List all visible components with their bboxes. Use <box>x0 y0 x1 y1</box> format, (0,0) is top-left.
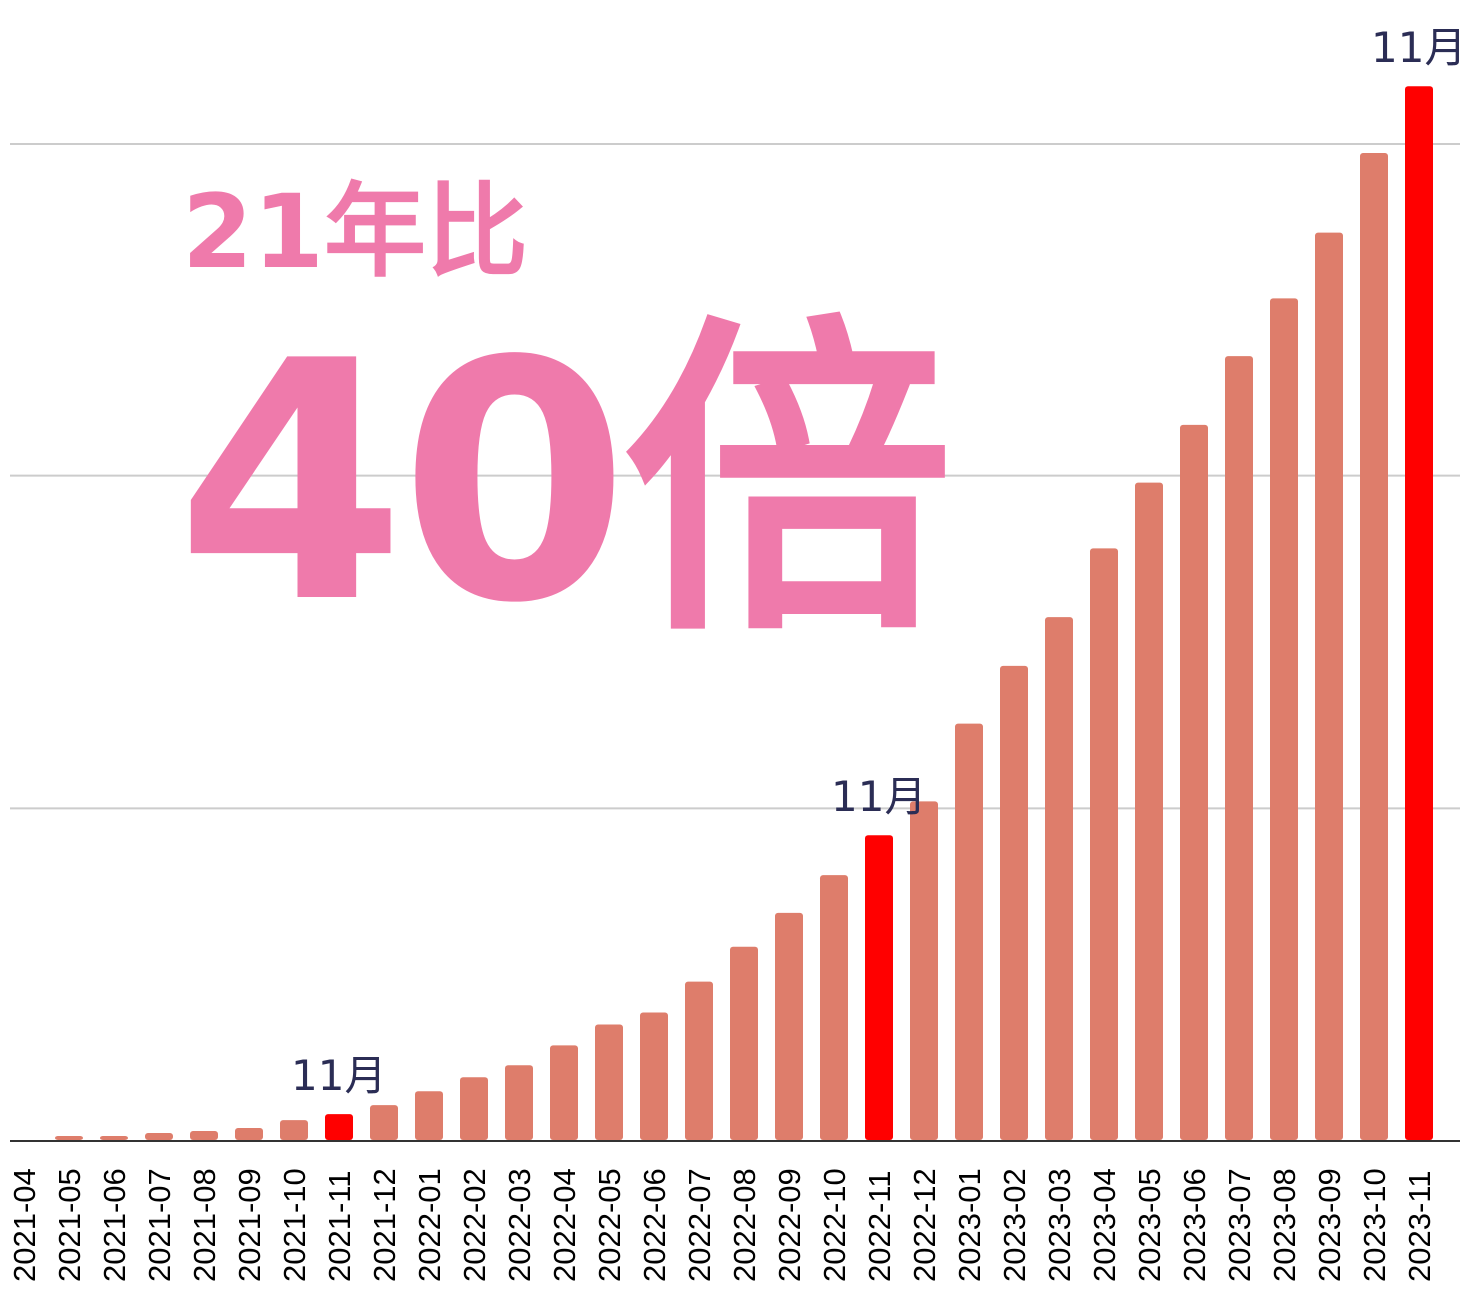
x-tick-label: 2021-10 <box>277 1168 312 1282</box>
x-tick-labels: 2021-04 2021-05 2021-06 2021-07 2021-08 2021-… <box>7 1168 1437 1282</box>
bar-2022-02 <box>460 1077 488 1140</box>
x-tick-label: 2022-01 <box>412 1168 447 1282</box>
bar-2022-09 <box>775 912 803 1140</box>
x-tick-label: 2022-09 <box>772 1168 807 1282</box>
bar-2021-08 <box>190 1131 218 1140</box>
x-tick-label: 2021-06 <box>97 1168 132 1282</box>
x-tick-label: 2022-06 <box>637 1168 672 1282</box>
x-tick-label: 2021-11 <box>322 1171 357 1282</box>
x-tick-label: 2022-03 <box>502 1168 537 1282</box>
x-tick-label: 2023-04 <box>1087 1168 1122 1282</box>
x-tick-label: 2023-06 <box>1177 1168 1212 1282</box>
annotation-label: 11月 <box>1371 23 1462 72</box>
x-tick-label: 2023-11 <box>1402 1171 1437 1282</box>
bar-2023-03 <box>1045 617 1073 1140</box>
x-tick-label: 2022-02 <box>457 1168 492 1282</box>
bar-2023-09 <box>1315 232 1343 1141</box>
bar-2022-05 <box>595 1024 623 1140</box>
bar-2023-04 <box>1090 548 1118 1140</box>
x-tick-label: 2023-03 <box>1042 1168 1077 1282</box>
annotation-label: 11月 <box>291 1051 386 1100</box>
x-tick-label: 2022-05 <box>592 1168 627 1282</box>
bar-2022-01 <box>415 1091 443 1140</box>
bar-2023-05 <box>1135 482 1163 1140</box>
bar-2023-07 <box>1225 356 1253 1140</box>
bar-highlight-2021-11 <box>325 1114 353 1140</box>
x-tick-label: 2023-09 <box>1312 1168 1347 1282</box>
annotation-label: 11月 <box>831 772 926 821</box>
x-tick-label: 2022-04 <box>547 1168 582 1282</box>
x-tick-label: 2022-08 <box>727 1168 762 1282</box>
growth-headline: 40倍 <box>176 291 953 675</box>
bar-2023-10 <box>1360 152 1388 1141</box>
bar-2022-12 <box>910 801 938 1140</box>
bar-2021-07 <box>145 1133 173 1140</box>
comparison-subtitle: 21年比 <box>182 173 528 292</box>
bar-2021-10 <box>280 1120 308 1140</box>
bar-highlight-2023-11 <box>1405 86 1433 1140</box>
bar-2022-06 <box>640 1012 668 1140</box>
x-tick-label: 2023-02 <box>997 1168 1032 1282</box>
bar-2022-04 <box>550 1045 578 1140</box>
x-tick-label: 2021-05 <box>52 1168 87 1282</box>
grid-layer <box>10 143 1460 810</box>
x-tick-label: 2021-07 <box>142 1168 177 1282</box>
bar-2021-05 <box>55 1136 83 1140</box>
x-tick-label: 2021-09 <box>232 1168 267 1282</box>
bar-2021-12 <box>370 1105 398 1140</box>
bar-2022-07 <box>685 981 713 1140</box>
x-tick-label: 2022-10 <box>817 1168 852 1282</box>
bar-2023-06 <box>1180 424 1208 1140</box>
bar-2021-09 <box>235 1128 263 1140</box>
bar-highlight-2022-11 <box>865 835 893 1140</box>
bar-2022-08 <box>730 946 758 1140</box>
bar-2022-10 <box>820 875 848 1140</box>
x-tick-label: 2023-07 <box>1222 1168 1257 1282</box>
x-tick-label: 2022-12 <box>907 1168 942 1282</box>
x-tick-label: 2023-10 <box>1357 1168 1392 1282</box>
x-tick-label: 2022-07 <box>682 1168 717 1282</box>
x-tick-label: 2021-04 <box>7 1168 42 1282</box>
bar-2023-08 <box>1270 298 1298 1140</box>
x-tick-label: 2023-05 <box>1132 1168 1167 1282</box>
x-tick-label: 2021-12 <box>367 1168 402 1282</box>
bar-2023-01 <box>955 723 983 1140</box>
annotations: 11月 11月 11月 <box>291 23 1462 1100</box>
x-tick-label: 2023-08 <box>1267 1168 1302 1282</box>
x-tick-label: 2022-11 <box>862 1171 897 1282</box>
bars-layer <box>55 86 1433 1141</box>
bar-2023-02 <box>1000 665 1028 1140</box>
bar-2022-03 <box>505 1065 533 1140</box>
x-tick-label: 2023-01 <box>952 1168 987 1282</box>
bar-2021-06 <box>100 1136 128 1140</box>
x-tick-label: 2021-08 <box>187 1168 222 1282</box>
